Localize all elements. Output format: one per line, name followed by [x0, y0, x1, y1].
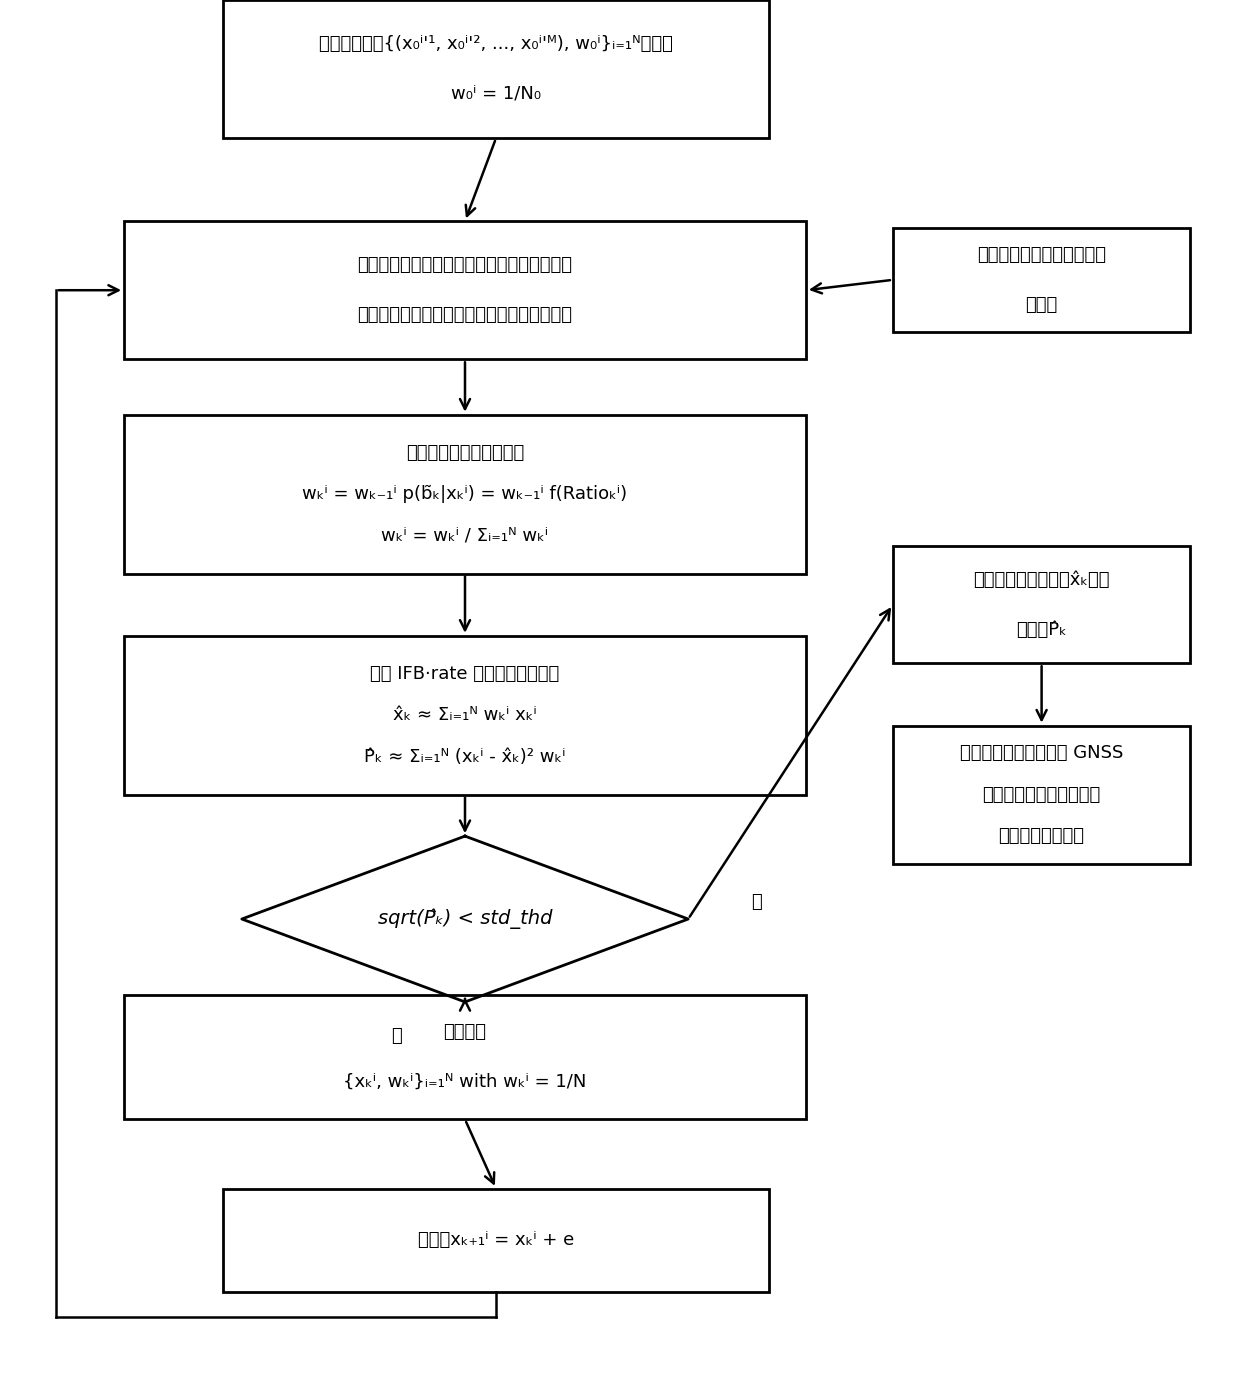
FancyBboxPatch shape — [893, 228, 1190, 332]
FancyBboxPatch shape — [124, 221, 806, 359]
Text: wₖⁱ = wₖ₋₁ⁱ p(b̃ₖ|xₖⁱ) = wₖ₋₁ⁱ f(Ratioₖⁱ): wₖⁱ = wₖ₋₁ⁱ p(b̃ₖ|xₖⁱ) = wₖ₋₁ⁱ f(Ratioₖⁱ… — [303, 485, 627, 503]
Text: 差矢量P̂ₖ: 差矢量P̂ₖ — [1017, 621, 1066, 638]
Text: 初始化粒子：{(x₀ⁱ'¹, x₀ⁱ'², ..., x₀ⁱ'ᴹ), w₀ⁱ}ᵢ₌₁ᴺ，其中: 初始化粒子：{(x₀ⁱ'¹, x₀ⁱ'², ..., x₀ⁱ'ᴹ), w₀ⁱ}ᵢ… — [319, 35, 673, 54]
FancyBboxPatch shape — [124, 995, 806, 1119]
FancyBboxPatch shape — [124, 636, 806, 795]
FancyBboxPatch shape — [893, 546, 1190, 663]
Text: 使用误差的估计值改正 GNSS: 使用误差的估计值改正 GNSS — [960, 744, 1123, 763]
Text: P̂ₖ ≈ Σᵢ₌₁ᴺ (xₖⁱ - x̂ₖ)² wₖⁱ: P̂ₖ ≈ Σᵢ₌₁ᴺ (xₖⁱ - x̂ₖ)² wₖⁱ — [365, 748, 565, 766]
Text: 预测：xₖ₊₁ⁱ = xₖⁱ + e: 预测：xₖ₊₁ⁱ = xₖⁱ + e — [418, 1231, 574, 1249]
Text: 权值更新及权值标准化：: 权值更新及权值标准化： — [405, 444, 525, 462]
Polygon shape — [242, 836, 688, 1002]
FancyBboxPatch shape — [124, 415, 806, 574]
Text: w₀ⁱ = 1/N₀: w₀ⁱ = 1/N₀ — [451, 84, 541, 104]
Text: 当前历元星历、伪距和相位: 当前历元星历、伪距和相位 — [977, 246, 1106, 264]
Text: 应，实现精密定位: 应，实现精密定位 — [998, 826, 1085, 846]
Text: {xₖⁱ, wₖⁱ}ᵢ₌₁ᴺ with wₖⁱ = 1/N: {xₖⁱ, wₖⁱ}ᵢ₌₁ᴺ with wₖⁱ = 1/N — [343, 1072, 587, 1092]
Text: x̂ₖ ≈ Σᵢ₌₁ᴺ wₖⁱ xₖⁱ: x̂ₖ ≈ Σᵢ₌₁ᴺ wₖⁱ xₖⁱ — [393, 706, 537, 724]
Text: 重采样：: 重采样： — [444, 1023, 486, 1042]
FancyBboxPatch shape — [223, 1189, 769, 1292]
Text: 据粒子值在观测值方程或法方程中做偏差改正: 据粒子值在观测值方程或法方程中做偏差改正 — [357, 305, 573, 325]
Text: 组观测值方程并线性化，获得对应法方程；依: 组观测值方程并线性化，获得对应法方程；依 — [357, 256, 573, 275]
Text: 是: 是 — [751, 893, 761, 912]
Text: 计算 IFB·rate 估计值及粒子方差: 计算 IFB·rate 估计值及粒子方差 — [371, 665, 559, 683]
FancyBboxPatch shape — [223, 0, 769, 138]
Text: 否: 否 — [392, 1027, 402, 1046]
Text: wₖⁱ = wₖⁱ / Σᵢ₌₁ᴺ wₖⁱ: wₖⁱ = wₖⁱ / Σᵢ₌₁ᴺ wₖⁱ — [382, 527, 548, 545]
Text: sqrt(P̂ₖ) < std_thd: sqrt(P̂ₖ) < std_thd — [378, 909, 552, 929]
Text: 观测值: 观测值 — [1025, 296, 1058, 314]
Text: 输出估计的误差矢量x̂ₖ及方: 输出估计的误差矢量x̂ₖ及方 — [973, 571, 1110, 589]
Text: 观测方程或法方程中的相: 观测方程或法方程中的相 — [982, 785, 1101, 804]
FancyBboxPatch shape — [893, 726, 1190, 864]
